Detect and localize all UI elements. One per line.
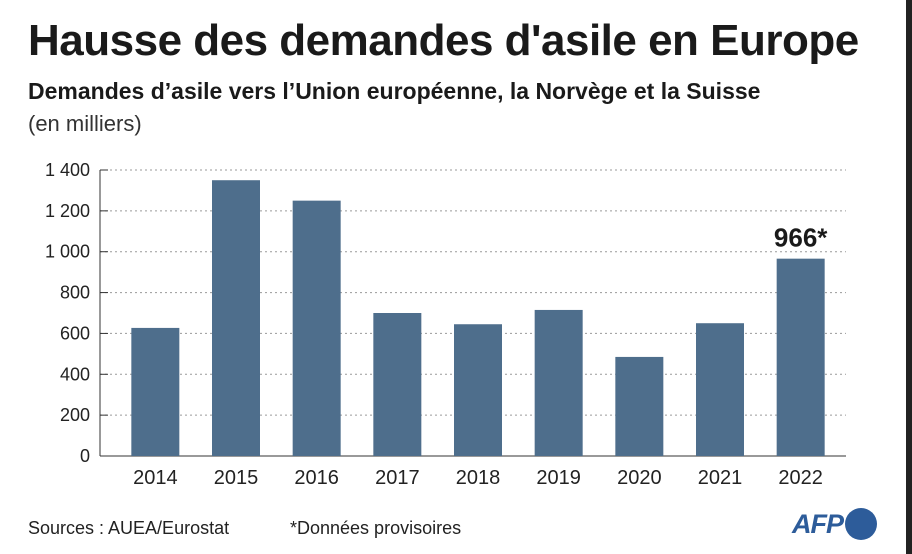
bar-2021 [696,323,744,456]
bar-2022 [776,258,825,456]
bar-value-label: 966* [774,223,828,253]
chart-unit: (en milliers) [28,111,142,136]
x-tick-label: 2017 [375,467,420,489]
x-tick-label: 2014 [133,467,178,489]
afp-logo-text: AFP [792,508,844,539]
bar-2019 [534,309,583,456]
y-tick-label: 200 [60,405,90,425]
x-tick-label: 2018 [456,467,501,489]
y-tick-label: 1 000 [45,242,90,262]
y-tick-label: 0 [80,446,90,466]
x-tick-label: 2016 [294,467,339,489]
y-tick-label: 1 200 [45,201,90,221]
chart-subtitle: Demandes d’asile vers l’Union européenne… [28,78,761,104]
y-tick-label: 1 400 [45,160,90,180]
bar-2020 [615,356,664,456]
bar-2018 [454,324,502,456]
provisional-footnote: *Données provisoires [290,518,462,538]
bar-2015 [212,180,260,456]
chart-title: Hausse des demandes d'asile en Europe [28,16,859,65]
y-tick-label: 600 [60,323,90,343]
x-tick-label: 2020 [617,467,662,489]
bar-2017 [373,313,422,456]
sources-note: Sources : AUEA/Eurostat [28,518,230,538]
x-tick-label: 2015 [214,467,259,489]
y-tick-label: 800 [60,283,90,303]
x-tick-label: 2021 [698,467,743,489]
afp-logo-dot [845,508,877,540]
afp-logo: AFP [792,508,877,540]
x-tick-label: 2019 [536,467,581,489]
bar-2016 [292,200,341,456]
bar-2014 [131,327,180,456]
y-tick-label: 400 [60,364,90,384]
x-tick-label: 2022 [778,467,823,489]
